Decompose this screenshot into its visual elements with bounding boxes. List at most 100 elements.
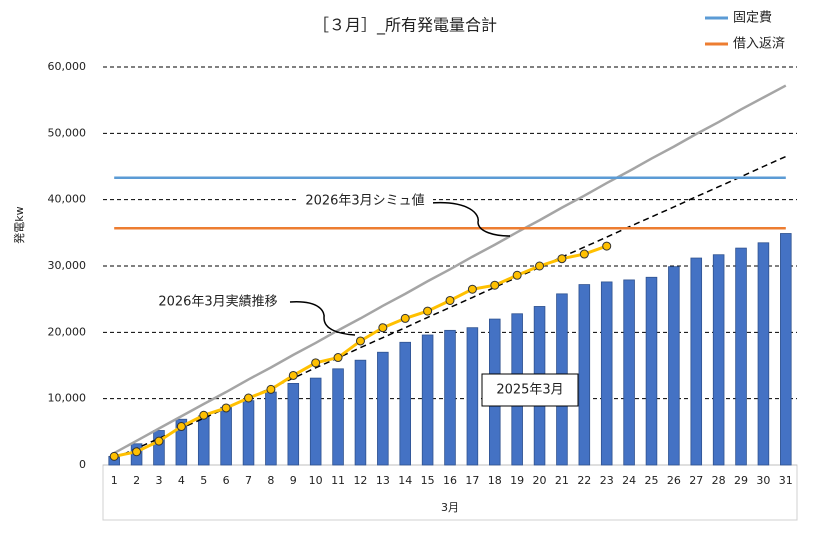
marker — [333, 353, 343, 363]
y-tick-label: 0 — [79, 458, 86, 471]
bar — [690, 257, 703, 466]
marker — [221, 403, 231, 413]
marker — [288, 370, 298, 380]
annotation-box — [481, 373, 579, 407]
x-tick-label: 28 — [712, 474, 726, 487]
line — [113, 84, 787, 455]
x-tick-label: 15 — [421, 474, 435, 487]
marker — [132, 447, 142, 457]
x-tick-label: 22 — [577, 474, 591, 487]
marker — [311, 358, 321, 368]
x-tick-label: 7 — [245, 474, 252, 487]
marker — [557, 254, 567, 264]
y-tick-label: 20,000 — [48, 325, 87, 338]
x-tick-label: 17 — [465, 474, 479, 487]
x-tick-label: 29 — [734, 474, 748, 487]
bar — [377, 351, 389, 466]
marker — [512, 270, 522, 280]
bar — [623, 279, 635, 466]
x-tick-label: 8 — [267, 474, 274, 487]
annotation: 2026年3月実績推移 — [158, 294, 277, 310]
bar — [197, 415, 210, 466]
y-axis-title: 発電kw — [12, 206, 26, 243]
bar — [735, 247, 747, 466]
marker — [400, 313, 410, 323]
legend-label: 固定費 — [733, 11, 772, 26]
marker — [467, 284, 477, 294]
marker — [490, 280, 500, 290]
marker — [266, 384, 276, 394]
marker — [199, 410, 209, 420]
bar — [444, 329, 456, 466]
bar — [220, 406, 232, 466]
bar — [645, 276, 658, 466]
bar — [421, 334, 434, 466]
bar — [600, 281, 613, 466]
x-tick-label: 27 — [689, 474, 703, 487]
marker — [378, 323, 388, 333]
x-tick-label: 18 — [488, 474, 502, 487]
bar — [309, 377, 322, 466]
x-tick-label: 2 — [133, 474, 140, 487]
x-tick-label: 10 — [309, 474, 323, 487]
x-tick-label: 1 — [111, 474, 118, 487]
marker — [244, 393, 254, 403]
x-tick-label: 4 — [178, 474, 185, 487]
x-tick-label: 3 — [155, 474, 162, 487]
x-tick-label: 26 — [667, 474, 681, 487]
marker — [154, 436, 164, 446]
x-tick-label: 19 — [510, 474, 524, 487]
y-tick-label: 10,000 — [48, 392, 87, 405]
legend-label: 借入返済 — [733, 36, 785, 52]
x-tick-label: 23 — [600, 474, 614, 487]
marker — [445, 295, 455, 305]
x-axis-title: 3月 — [441, 501, 459, 514]
bar — [712, 254, 725, 466]
bar — [354, 359, 367, 466]
marker — [579, 249, 589, 259]
x-tick-label: 12 — [353, 474, 367, 487]
bar — [287, 383, 300, 466]
bar — [399, 341, 411, 466]
callout-bg — [297, 191, 433, 211]
annotation: 2025年3月 — [496, 383, 563, 398]
bar — [578, 284, 591, 466]
bar — [175, 418, 188, 466]
bar — [466, 327, 479, 466]
bar — [757, 242, 770, 466]
x-tick-label: 30 — [756, 474, 770, 487]
marker — [355, 336, 365, 346]
chart-title: ［３月］_所有発電量合計 — [313, 16, 497, 36]
callout-connector — [289, 301, 356, 336]
x-tick-label: 21 — [555, 474, 569, 487]
x-tick-label: 9 — [290, 474, 297, 487]
x-tick-label: 13 — [376, 474, 390, 487]
bar — [153, 430, 165, 466]
marker — [423, 306, 433, 316]
y-tick-label: 30,000 — [48, 259, 87, 272]
bar — [780, 233, 792, 466]
y-tick-label: 60,000 — [48, 60, 87, 73]
marker — [176, 422, 186, 432]
marker — [109, 451, 119, 461]
annotation: 2026年3月シミュ値 — [305, 193, 424, 209]
y-tick-label: 40,000 — [48, 193, 87, 206]
bar — [332, 368, 344, 466]
x-tick-label: 20 — [533, 474, 547, 487]
x-tick-label: 25 — [644, 474, 658, 487]
x-tick-label: 11 — [331, 474, 345, 487]
marker — [602, 241, 612, 251]
x-tick-label: 16 — [443, 474, 457, 487]
bar — [668, 266, 680, 466]
x-tick-label: 6 — [223, 474, 230, 487]
x-tick-label: 24 — [622, 474, 636, 487]
bar — [265, 391, 277, 466]
x-tick-label: 5 — [200, 474, 207, 487]
callout-connector — [429, 201, 511, 237]
bar — [242, 400, 255, 466]
marker — [535, 261, 545, 271]
x-tick-label: 31 — [779, 474, 793, 487]
x-tick-label: 14 — [398, 474, 412, 487]
